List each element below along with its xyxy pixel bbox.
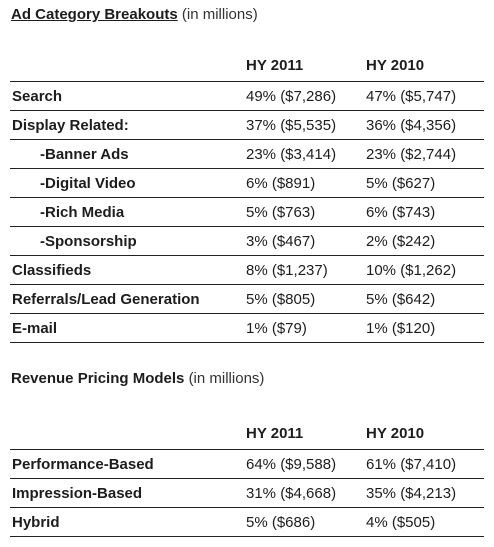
cell-hy2010: 10% ($1,262)	[366, 262, 457, 279]
ad-category-title: Ad Category Breakouts (in millions)	[11, 6, 258, 23]
row-label: Performance-Based	[12, 456, 154, 473]
cell-hy2011: 1% ($79)	[246, 320, 307, 337]
table-row: Classifieds 8% ($1,237) 10% ($1,262)	[10, 256, 484, 285]
revenue-pricing-title-text: Revenue Pricing Models	[11, 370, 185, 387]
cell-hy2011: 3% ($467)	[246, 233, 316, 250]
table-row: Performance-Based 64% ($9,588) 61% ($7,410…	[10, 450, 484, 479]
row-label: Display Related:	[12, 117, 129, 134]
row-label: Search	[12, 88, 63, 105]
table-row: Display Related: 37% ($5,535) 36% ($4,356)	[10, 111, 484, 140]
ad-category-title-text: Ad Category Breakouts	[11, 6, 178, 23]
cell-hy2011: 5% ($805)	[246, 291, 316, 308]
cell-hy2010: 47% ($5,747)	[366, 88, 457, 105]
table-row: Hybrid 5% ($686) 4% ($505)	[10, 508, 484, 537]
cell-hy2011: 8% ($1,237)	[246, 262, 328, 279]
cell-hy2011: 37% ($5,535)	[246, 117, 337, 134]
table-row: Impression-Based 31% ($4,668) 35% ($4,213)	[10, 479, 484, 508]
cell-hy2010: 2% ($242)	[366, 233, 436, 250]
row-label: -Digital Video	[40, 175, 136, 192]
cell-hy2011: 64% ($9,588)	[246, 456, 337, 473]
row-label: -Banner Ads	[40, 146, 129, 163]
row-label: -Rich Media	[40, 204, 125, 221]
cell-hy2010: 36% ($4,356)	[366, 117, 457, 134]
revenue-pricing-header-hy2011: HY 2011	[246, 425, 304, 442]
ad-category-table: Search 49% ($7,286) 47% ($5,747) Display Re…	[10, 81, 484, 343]
row-label: E-mail	[12, 320, 58, 337]
table-row: -Rich Media 5% ($763) 6% ($743)	[10, 198, 484, 227]
row-label: -Sponsorship	[40, 233, 137, 250]
cell-hy2010: 6% ($743)	[366, 204, 436, 221]
cell-hy2010: 5% ($627)	[366, 175, 436, 192]
cell-hy2011: 31% ($4,668)	[246, 485, 337, 502]
table-row: E-mail 1% ($79) 1% ($120)	[10, 314, 484, 343]
cell-hy2010: 23% ($2,744)	[366, 146, 457, 163]
table-row: -Banner Ads 23% ($3,414) 23% ($2,744)	[10, 140, 484, 169]
cell-hy2010: 5% ($642)	[366, 291, 436, 308]
ad-category-header-hy2010: HY 2010	[366, 57, 425, 74]
table-row: Search 49% ($7,286) 47% ($5,747)	[10, 82, 484, 111]
revenue-pricing-title: Revenue Pricing Models (in millions)	[11, 370, 264, 387]
cell-hy2011: 5% ($763)	[246, 204, 316, 221]
cell-hy2010: 61% ($7,410)	[366, 456, 457, 473]
cell-hy2010: 1% ($120)	[366, 320, 436, 337]
cell-hy2010: 35% ($4,213)	[366, 485, 457, 502]
ad-category-subtitle: (in millions)	[181, 6, 258, 23]
cell-hy2011: 23% ($3,414)	[246, 146, 337, 163]
cell-hy2011: 6% ($891)	[246, 175, 316, 192]
cell-hy2011: 49% ($7,286)	[246, 88, 337, 105]
row-label: Impression-Based	[12, 485, 143, 502]
cell-hy2011: 5% ($686)	[246, 514, 316, 531]
cell-hy2010: 4% ($505)	[366, 514, 436, 531]
revenue-pricing-table: Performance-Based 64% ($9,588) 61% ($7,410…	[10, 449, 484, 537]
revenue-pricing-subtitle: (in millions)	[188, 370, 265, 387]
table-row: -Sponsorship 3% ($467) 2% ($242)	[10, 227, 484, 256]
revenue-pricing-header-hy2010: HY 2010	[366, 425, 425, 442]
table-row: -Digital Video 6% ($891) 5% ($627)	[10, 169, 484, 198]
row-label: Classifieds	[12, 262, 92, 279]
table-row: Referrals/Lead Generation 5% ($805) 5% ($6…	[10, 285, 484, 314]
ad-category-header-hy2011: HY 2011	[246, 57, 304, 74]
row-label: Hybrid	[12, 514, 60, 531]
row-label: Referrals/Lead Generation	[12, 291, 200, 308]
